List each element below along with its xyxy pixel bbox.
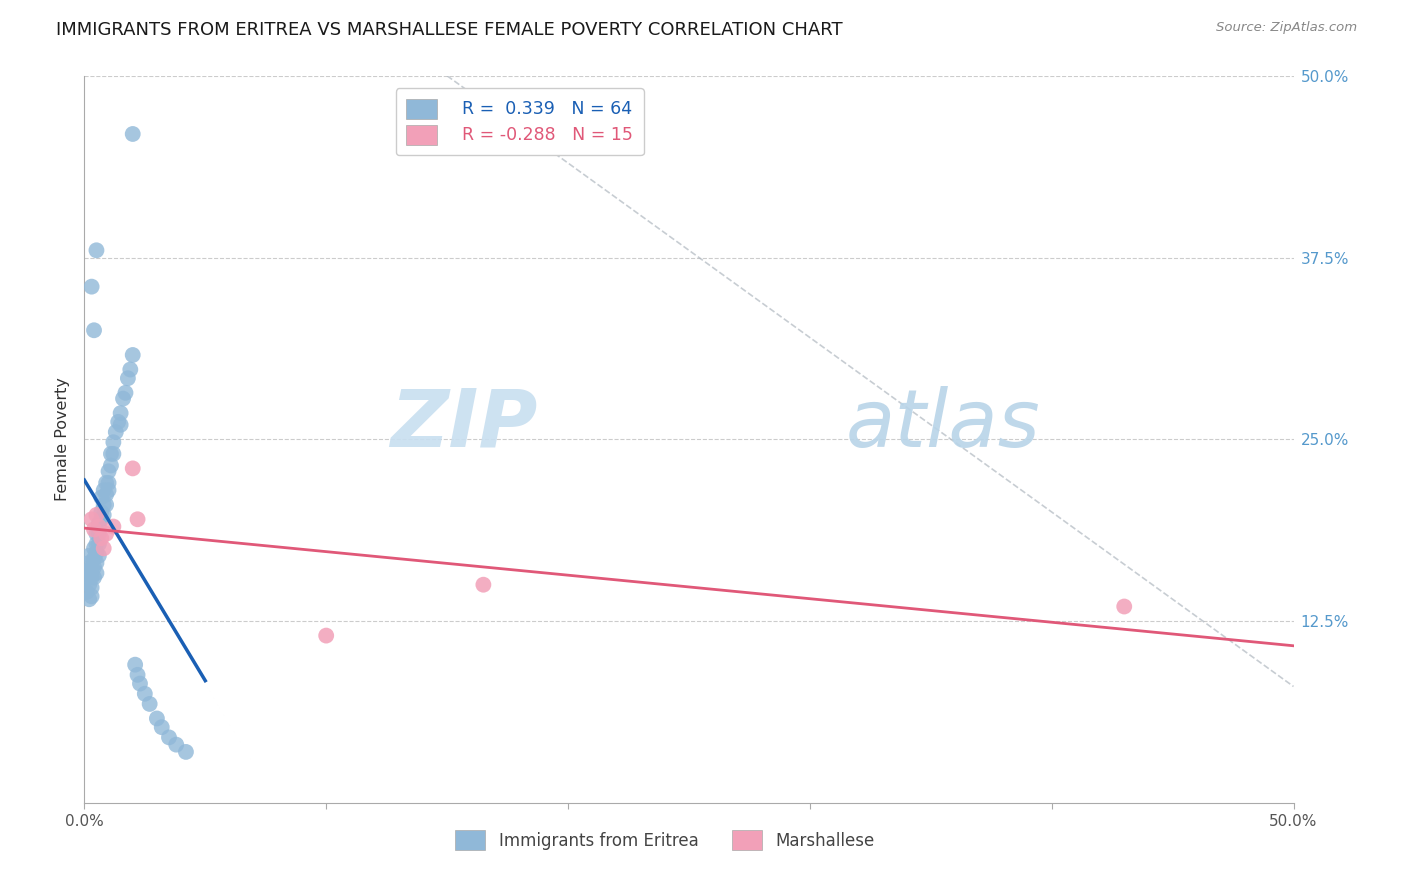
- Point: [93, 541, 115, 556]
- Point: [93, 508, 115, 522]
- Point: [103, 447, 125, 461]
- Point: [1114, 599, 1136, 614]
- Point: [121, 127, 143, 141]
- Text: atlas: atlas: [846, 385, 1040, 464]
- Point: [90, 491, 112, 505]
- Point: [121, 348, 143, 362]
- Point: [83, 323, 105, 337]
- Point: [94, 526, 117, 541]
- Point: [97, 475, 120, 490]
- Point: [80, 570, 103, 584]
- Point: [124, 657, 146, 672]
- Point: [77, 549, 100, 563]
- Point: [86, 566, 108, 580]
- Point: [80, 590, 103, 604]
- Point: [174, 745, 197, 759]
- Point: [80, 560, 103, 574]
- Text: ZIP: ZIP: [391, 385, 538, 464]
- Point: [165, 738, 187, 752]
- Point: [97, 483, 120, 498]
- Point: [80, 512, 103, 526]
- Point: [134, 687, 156, 701]
- Text: IMMIGRANTS FROM ERITREA VS MARSHALLESE FEMALE POVERTY CORRELATION CHART: IMMIGRANTS FROM ERITREA VS MARSHALLESE F…: [56, 21, 842, 39]
- Point: [86, 508, 108, 522]
- Text: Source: ZipAtlas.com: Source: ZipAtlas.com: [1216, 21, 1357, 35]
- Point: [103, 435, 125, 450]
- Point: [150, 720, 173, 734]
- Point: [86, 546, 108, 560]
- Point: [93, 498, 115, 512]
- Point: [100, 447, 122, 461]
- Point: [97, 464, 120, 478]
- Point: [138, 697, 160, 711]
- Y-axis label: Female Poverty: Female Poverty: [55, 377, 70, 501]
- Point: [86, 537, 108, 551]
- Point: [94, 498, 117, 512]
- Point: [86, 244, 108, 258]
- Point: [100, 458, 122, 473]
- Point: [90, 505, 112, 519]
- Point: [80, 279, 103, 293]
- Point: [315, 629, 337, 643]
- Point: [87, 549, 110, 563]
- Point: [87, 526, 110, 541]
- Point: [77, 556, 100, 570]
- Point: [472, 578, 495, 592]
- Point: [83, 523, 105, 537]
- Point: [129, 676, 152, 690]
- Point: [110, 417, 132, 432]
- Point: [110, 406, 132, 420]
- Point: [77, 592, 100, 607]
- Point: [83, 541, 105, 556]
- Point: [87, 537, 110, 551]
- Point: [157, 731, 180, 745]
- Point: [94, 475, 117, 490]
- Point: [104, 425, 127, 439]
- Point: [77, 563, 100, 577]
- Point: [77, 578, 100, 592]
- Point: [112, 392, 135, 406]
- Point: [83, 560, 105, 574]
- Point: [146, 711, 169, 725]
- Point: [83, 570, 105, 584]
- Point: [76, 585, 98, 599]
- Point: [93, 483, 115, 498]
- Point: [103, 519, 125, 533]
- Point: [127, 512, 149, 526]
- Point: [80, 566, 103, 580]
- Legend: Immigrants from Eritrea, Marshallese: Immigrants from Eritrea, Marshallese: [449, 823, 882, 856]
- Point: [90, 512, 112, 526]
- Point: [94, 487, 117, 501]
- Point: [127, 668, 149, 682]
- Point: [117, 371, 139, 385]
- Point: [80, 581, 103, 595]
- Point: [120, 362, 142, 376]
- Point: [87, 516, 110, 531]
- Point: [114, 385, 136, 400]
- Point: [86, 526, 108, 541]
- Point: [76, 570, 98, 584]
- Point: [86, 556, 108, 570]
- Point: [107, 415, 129, 429]
- Point: [83, 551, 105, 566]
- Point: [87, 519, 110, 533]
- Point: [121, 461, 143, 475]
- Point: [90, 531, 112, 545]
